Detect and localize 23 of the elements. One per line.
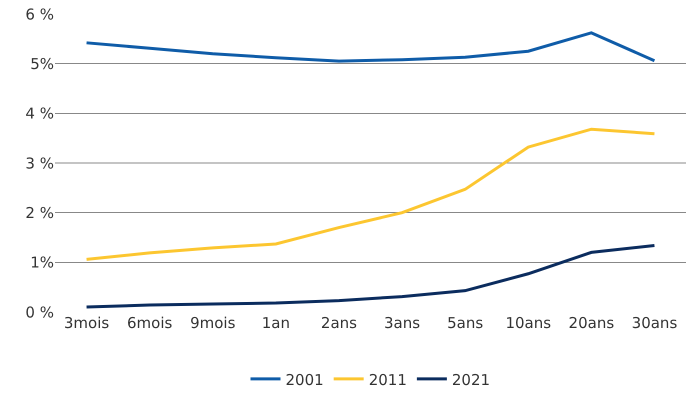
x-tick-label: 5ans xyxy=(447,314,484,332)
y-tick-label: 0 % xyxy=(25,303,54,322)
x-tick-label: 6mois xyxy=(126,314,172,332)
x-tick-label: 30ans xyxy=(632,314,678,332)
y-tick-label: 1% xyxy=(30,254,54,272)
legend-label: 2021 xyxy=(452,370,490,389)
legend-label: 2001 xyxy=(286,370,324,389)
line-series xyxy=(85,128,656,261)
line-series xyxy=(85,31,656,63)
x-tick-label: 1an xyxy=(262,314,290,332)
y-tick-label: 2 % xyxy=(25,204,54,222)
legend-label: 2011 xyxy=(368,370,407,389)
x-tick-label: 3ans xyxy=(384,314,420,332)
x-tick-label: 3mois xyxy=(64,314,110,332)
x-tick-label: 20ans xyxy=(568,314,614,332)
x-tick-label: 10ans xyxy=(505,314,552,332)
y-tick-label: 6 % xyxy=(25,5,54,24)
y-tick-label: 3 % xyxy=(25,154,54,172)
x-tick-label: 9mois xyxy=(190,314,236,332)
x-tick-label: 2ans xyxy=(320,314,358,332)
y-tick-label: 4 % xyxy=(25,104,54,123)
y-tick-label: 5% xyxy=(30,54,54,73)
line-series xyxy=(85,244,656,309)
